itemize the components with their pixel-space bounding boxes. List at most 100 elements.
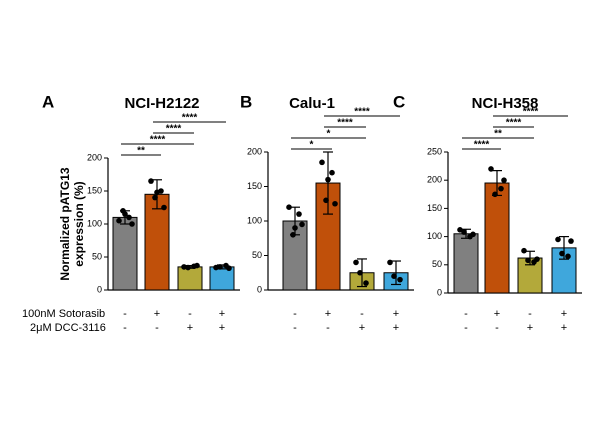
y-tick-label: 150: [427, 203, 442, 213]
condition-sign: -: [464, 322, 468, 334]
y-tick-label: 50: [92, 251, 102, 261]
condition-sign: +: [325, 308, 331, 320]
data-point: [122, 211, 128, 217]
condition-sign: +: [561, 322, 567, 334]
data-point: [296, 211, 302, 217]
bar: [282, 220, 308, 291]
panel-label: C: [393, 92, 405, 111]
panel-label: B: [240, 92, 252, 111]
y-tick-label: 0: [97, 284, 102, 294]
y-tick-label: 150: [247, 181, 262, 191]
data-point: [129, 221, 135, 227]
significance-label: ****: [354, 107, 370, 118]
data-point: [329, 169, 335, 176]
bar: [453, 233, 479, 294]
data-point: [363, 280, 369, 286]
condition-sign: +: [219, 308, 225, 320]
data-point: [565, 253, 571, 260]
data-point: [116, 217, 122, 224]
condition-sign: +: [561, 308, 567, 320]
condition-sign: -: [360, 308, 364, 320]
panel-title: NCI-H358: [472, 95, 539, 112]
condition-sign: +: [494, 308, 500, 320]
data-point: [323, 197, 329, 204]
y-tick-label: 200: [87, 152, 102, 162]
condition-sign: +: [359, 322, 365, 334]
data-point: [521, 247, 527, 254]
data-point: [488, 166, 494, 172]
y-tick-label: 100: [87, 218, 102, 228]
y-tick-label: 50: [432, 259, 442, 269]
data-point: [319, 159, 325, 166]
y-tick-label: 100: [427, 231, 442, 241]
y-tick-label: 200: [247, 146, 262, 156]
bar: [177, 266, 203, 291]
y-tick-label: 200: [427, 175, 442, 185]
condition-sign: -: [293, 308, 297, 320]
data-point: [126, 214, 132, 221]
condition-sign: -: [293, 322, 297, 334]
data-point: [148, 178, 154, 184]
data-point: [290, 232, 296, 238]
significance-label: ****: [166, 124, 182, 135]
y-tick-label: 0: [437, 287, 442, 297]
data-point: [555, 236, 561, 243]
significance-label: ****: [523, 107, 539, 118]
condition-sign: -: [123, 308, 127, 320]
significance-label: ****: [474, 140, 490, 151]
y-tick-label: 100: [247, 215, 262, 225]
y-tick-label: 150: [87, 185, 102, 195]
data-point: [292, 225, 298, 231]
significance-label: *: [327, 129, 331, 140]
data-point: [299, 221, 305, 228]
data-point: [226, 265, 232, 272]
y-axis-label: expression (%): [72, 181, 86, 266]
condition-sign: -: [528, 308, 532, 320]
bar: [517, 257, 543, 294]
significance-label: *: [310, 140, 314, 151]
data-point: [559, 250, 565, 257]
y-tick-label: 50: [252, 250, 262, 260]
data-point: [525, 257, 531, 264]
panel-label: A: [42, 92, 54, 111]
data-point: [194, 262, 200, 269]
data-point: [470, 231, 476, 238]
data-point: [332, 200, 338, 207]
data-point: [534, 256, 540, 262]
significance-label: **: [494, 129, 502, 140]
condition-label: 100nM Sotorasib: [22, 308, 105, 320]
significance-label: **: [137, 146, 145, 157]
y-axis-label: Normalized pATG13: [58, 167, 72, 280]
condition-label: 2μM DCC-3116: [30, 322, 106, 334]
data-point: [397, 276, 403, 283]
condition-sign: -: [123, 322, 127, 334]
condition-sign: +: [393, 308, 399, 320]
data-point: [357, 269, 363, 276]
condition-sign: -: [188, 308, 192, 320]
data-point: [391, 273, 397, 280]
panel-title: Calu-1: [289, 95, 335, 112]
significance-label: ****: [182, 113, 198, 124]
condition-sign: +: [527, 322, 533, 334]
data-point: [325, 176, 331, 183]
bar: [484, 182, 510, 294]
condition-sign: -: [495, 322, 499, 334]
significance-label: ****: [506, 118, 522, 129]
data-point: [568, 238, 574, 244]
data-point: [286, 204, 292, 210]
significance-label: ****: [337, 118, 353, 129]
condition-sign: -: [326, 322, 330, 334]
significance-label: ****: [150, 135, 166, 146]
data-point: [501, 177, 507, 183]
data-point: [353, 259, 359, 266]
condition-sign: -: [155, 322, 159, 334]
data-point: [185, 264, 191, 271]
condition-sign: -: [464, 308, 468, 320]
condition-sign: +: [393, 322, 399, 334]
data-point: [387, 259, 393, 266]
y-tick-label: 0: [257, 284, 262, 294]
data-point: [154, 189, 160, 196]
data-point: [461, 229, 467, 235]
y-tick-label: 250: [427, 146, 442, 156]
